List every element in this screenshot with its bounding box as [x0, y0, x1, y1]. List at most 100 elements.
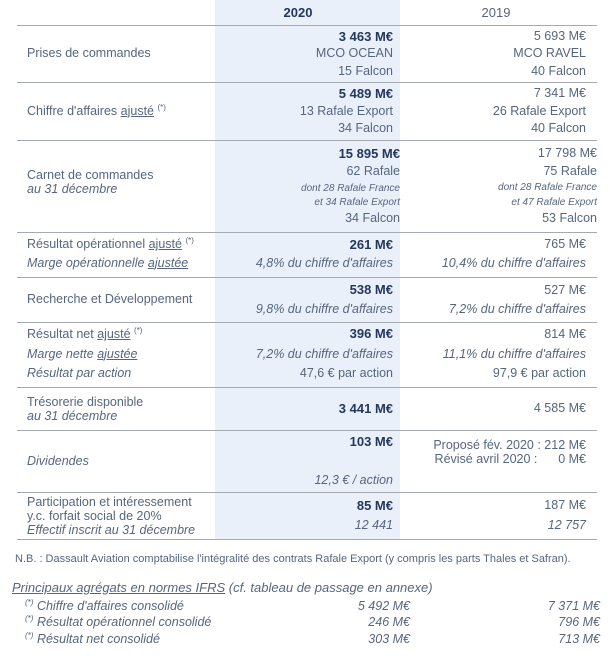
ifrs-row3-2020: 303 M€ — [368, 631, 410, 646]
ifrs-row2-2019: 796 M€ — [558, 615, 600, 630]
carnet-2019-rafale: 75 Rafale — [543, 163, 597, 178]
ifrs-title-suffix: (cf. tableau de passage en annexe) — [225, 580, 433, 595]
column-header-2019: 2019 — [481, 4, 511, 20]
ifrs-row1-2020: 5 492 M€ — [357, 598, 410, 613]
dividendes-2020-par-action: 12,3 € / action — [314, 473, 393, 488]
dividendes-label: Dividendes — [27, 453, 89, 468]
marge-op-2020: 4,8% du chiffre d'affaires — [255, 255, 393, 270]
carnet-2019-falcon: 53 Falcon — [542, 211, 597, 226]
column-header-2020: 2020 — [283, 4, 313, 20]
prises-label: Prises de commandes — [27, 46, 151, 61]
ifrs-row3-footref: (*) — [25, 630, 34, 640]
effectif-2020: 12 441 — [354, 518, 393, 533]
resultat-net-2020: 396 M€ — [349, 326, 393, 342]
prises-2019-mco: MCO RAVEL — [513, 46, 586, 61]
chiffre-2019-rafale: 26 Rafale Export — [492, 103, 586, 118]
ifrs-title-underlined: Principaux agrégats en normes IFRS — [12, 580, 226, 595]
chiffre-2020-rafale: 13 Rafale Export — [299, 103, 393, 118]
chiffre-label-main: Chiffre d'affaires — [27, 103, 121, 118]
participation-label-line2: y.c. forfait social de 20% — [27, 508, 162, 523]
chiffre-2020-falcon: 34 Falcon — [338, 121, 393, 136]
dividendes-2019-propose: Proposé fév. 2020 : 212 M€ — [433, 438, 586, 452]
marge-nette-2020: 7,2% du chiffre d'affaires — [255, 346, 393, 361]
prises-2020-falcon: 15 Falcon — [338, 63, 393, 78]
prises-2020-total: 3 463 M€ — [338, 28, 393, 44]
chiffre-2020-total: 5 489 M€ — [338, 86, 393, 101]
row-prises-de-commandes: Prises de commandes 3 463 M€ MCO OCEAN 1… — [17, 25, 597, 82]
resultat-op-label-main: Résultat opérationnel — [27, 237, 149, 252]
resultat-net-label-footref: (*) — [134, 325, 143, 335]
marge-nette-label-ajustee: ajustée — [97, 346, 138, 361]
carnet-2020-detail1: dont 28 Rafale France — [301, 182, 400, 194]
carnet-2020-total: 15 895 M€ — [338, 146, 400, 161]
dividendes-2019-revise: Révisé avril 2020 : 0 M€ — [434, 451, 586, 466]
row-resultat-operationnel: Résultat opérationnel ajusté (*) 261 M€ … — [17, 232, 597, 277]
tresorerie-2019: 4 585 M€ — [533, 401, 586, 416]
row-tresorerie-disponible: Trésorerie disponible au 31 décembre 3 4… — [17, 387, 597, 430]
tresorerie-label-line1: Trésorerie disponible — [27, 395, 144, 410]
ifrs-section: Principaux agrégats en normes IFRS (cf. … — [12, 580, 600, 648]
marge-op-label: Marge opérationnelle ajustée — [27, 256, 188, 270]
ifrs-row1-label: Chiffre d'affaires consolidé — [36, 598, 184, 613]
resultat-action-label: Résultat par action — [27, 366, 132, 381]
resultat-op-2020: 261 M€ — [349, 236, 393, 252]
footnote-nb: N.B. : Dassault Aviation comptabilise l'… — [15, 553, 571, 565]
resultat-net-label-ajuste: ajusté — [97, 326, 131, 341]
highlight-column-2020-band — [215, 0, 400, 540]
rd-2019-pct: 7,2% du chiffre d'affaires — [448, 301, 586, 316]
row-dividendes: Dividendes 103 M€ 12,3 € / action Propos… — [17, 430, 597, 492]
resultat-action-2019: 97,9 € par action — [492, 366, 586, 381]
carnet-label-line2: au 31 décembre — [27, 181, 118, 196]
effectif-label: Effectif inscrit au 31 décembre — [27, 522, 196, 537]
resultat-op-label-footref: (*) — [185, 236, 194, 246]
chiffre-label-ajuste: ajusté — [120, 103, 154, 118]
carnet-2020-falcon: 34 Falcon — [345, 211, 400, 226]
key-figures-table: 2020 2019 Prises de commandes 3 463 M€ M… — [17, 0, 597, 540]
carnet-label-line1: Carnet de commandes — [27, 168, 154, 182]
rd-2020-pct: 9,8% du chiffre d'affaires — [255, 301, 393, 316]
dividendes-2020-total: 103 M€ — [349, 434, 393, 449]
ifrs-row-resultat-net: (*) Résultat net consolidé 303 M€ 713 M€ — [12, 631, 600, 648]
chiffre-label-footref: (*) — [157, 102, 166, 112]
ifrs-row1-footref: (*) — [25, 597, 34, 607]
carnet-2020-rafale: 62 Rafale — [346, 164, 400, 179]
ifrs-row3-2019: 713 M€ — [558, 631, 600, 646]
chiffre-2019-total: 7 341 M€ — [533, 86, 586, 100]
ifrs-title: Principaux agrégats en normes IFRS (cf. … — [12, 580, 600, 595]
resultat-action-2020: 47,6 € par action — [299, 366, 393, 381]
participation-label-line1: Participation et intéressement — [27, 495, 192, 509]
resultat-net-label: Résultat net ajusté (*) — [27, 325, 143, 341]
ifrs-row2-label: Résultat opérationnel consolidé — [36, 615, 212, 630]
resultat-op-label-ajuste: ajusté — [148, 237, 182, 252]
prises-2019-total: 5 693 M€ — [533, 28, 586, 43]
table-header-row: 2020 2019 — [17, 0, 597, 25]
rd-label: Recherche et Développement — [27, 292, 193, 307]
resultat-net-label-main: Résultat net — [27, 326, 98, 341]
rd-2020-montant: 538 M€ — [349, 282, 393, 298]
resultat-op-label: Résultat opérationnel ajusté (*) — [27, 236, 194, 252]
rd-2019-montant: 527 M€ — [544, 282, 586, 297]
carnet-2019-detail1: dont 28 Rafale France — [498, 182, 597, 194]
row-resultat-net: Résultat net ajusté (*) 396 M€ 814 M€ Ma… — [17, 322, 597, 387]
ifrs-row-resultat-operationnel: (*) Résultat opérationnel consolidé 246 … — [12, 615, 600, 632]
resultat-net-2019: 814 M€ — [544, 326, 586, 341]
ifrs-row2-footref: (*) — [25, 614, 34, 624]
carnet-2019-total: 17 798 M€ — [537, 146, 597, 160]
chiffre-2019-falcon: 40 Falcon — [531, 121, 586, 136]
row-recherche-developpement: Recherche et Développement 538 M€ 9,8% d… — [17, 277, 597, 322]
tresorerie-2020: 3 441 M€ — [338, 400, 393, 416]
ifrs-row3-label: Résultat net consolidé — [36, 631, 160, 646]
ifrs-row1-2019: 7 371 M€ — [547, 598, 600, 613]
marge-op-label-ajustee: ajustée — [147, 255, 189, 270]
ifrs-row2-2020: 246 M€ — [368, 615, 410, 630]
tresorerie-label-line2: au 31 décembre — [27, 409, 118, 423]
marge-nette-label-main: Marge nette — [27, 346, 98, 361]
prises-2020-mco: MCO OCEAN — [315, 46, 393, 61]
row-chiffre-affaires-ajuste: Chiffre d'affaires ajusté (*) 5 489 M€ 1… — [17, 82, 597, 140]
marge-op-2019: 10,4% du chiffre d'affaires — [441, 255, 586, 270]
ifrs-row-chiffre-affaires: (*) Chiffre d'affaires consolidé 5 492 M… — [12, 598, 600, 615]
chiffre-label: Chiffre d'affaires ajusté (*) — [27, 102, 166, 119]
participation-2019-montant: 187 M€ — [544, 498, 586, 512]
carnet-2019-detail2: et 47 Rafale Export — [511, 197, 597, 209]
resultat-op-2019: 765 M€ — [544, 237, 586, 252]
